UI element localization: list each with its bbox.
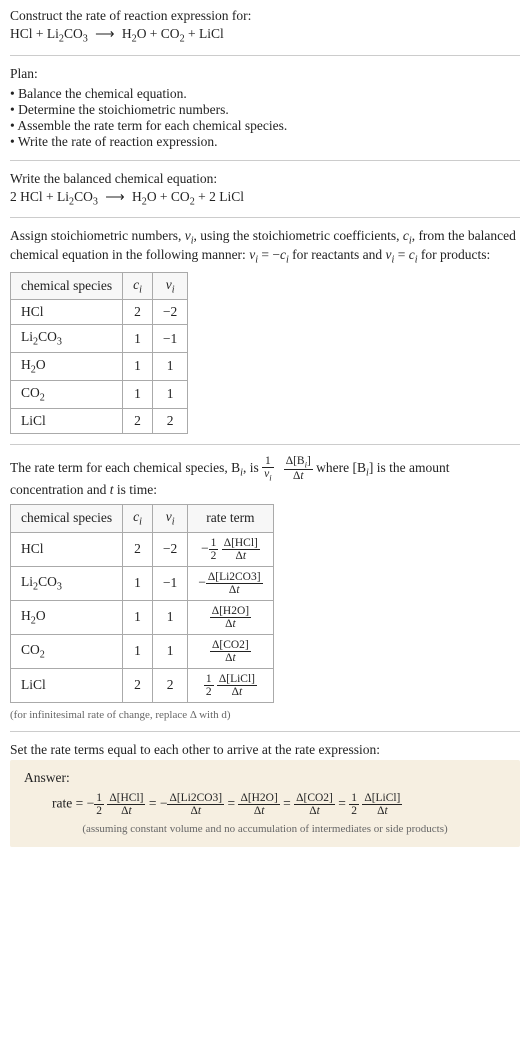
cell-nu: −2 bbox=[152, 300, 187, 325]
stoich-table: chemical species ci νi HCl2−2Li2CO31−1H2… bbox=[10, 272, 188, 434]
arrow-icon: ⟶ bbox=[101, 189, 128, 205]
table-header-row: chemical species ci νi bbox=[11, 272, 188, 300]
balanced: Write the balanced chemical equation: 2 … bbox=[10, 171, 520, 208]
rate-expression: rate = −12 Δ[HCl]Δt = −Δ[Li2CO3]Δt = Δ[H… bbox=[24, 792, 506, 817]
cell-species: CO2 bbox=[11, 380, 123, 408]
table-row: CO211 bbox=[11, 380, 188, 408]
divider bbox=[10, 731, 520, 732]
divider bbox=[10, 55, 520, 56]
col-c: ci bbox=[123, 272, 153, 300]
divider bbox=[10, 160, 520, 161]
cell-species: HCl bbox=[11, 300, 123, 325]
cell-c: 2 bbox=[123, 408, 153, 433]
rate-table: chemical species ci νi rate term HCl2−2−… bbox=[10, 504, 274, 703]
cell-nu: −1 bbox=[152, 566, 187, 600]
cell-species: CO2 bbox=[11, 634, 123, 668]
col-species: chemical species bbox=[11, 504, 123, 532]
cell-species: H2O bbox=[11, 353, 123, 381]
cell-nu: 1 bbox=[152, 353, 187, 381]
cell-nu: 1 bbox=[152, 380, 187, 408]
fraction: Δ[Bi]Δt bbox=[284, 455, 313, 482]
cell-c: 2 bbox=[123, 532, 153, 566]
cell-c: 1 bbox=[123, 600, 153, 634]
assign-text: Assign stoichiometric numbers, νi, using… bbox=[10, 228, 520, 265]
divider bbox=[10, 217, 520, 218]
col-nu: νi bbox=[152, 504, 187, 532]
table-header-row: chemical species ci νi rate term bbox=[11, 504, 274, 532]
cell-rate: Δ[H2O]Δt bbox=[188, 600, 273, 634]
plan-list: Balance the chemical equation. Determine… bbox=[10, 86, 520, 150]
arrow-icon: ⟶ bbox=[91, 26, 118, 42]
balanced-intro: Write the balanced chemical equation: bbox=[10, 171, 520, 187]
cell-nu: −1 bbox=[152, 325, 187, 353]
cell-c: 1 bbox=[123, 380, 153, 408]
table-row: HCl2−2−12 Δ[HCl]Δt bbox=[11, 532, 274, 566]
cell-species: H2O bbox=[11, 600, 123, 634]
cell-rate: 12 Δ[LiCl]Δt bbox=[188, 668, 273, 702]
rateterm-intro: The rate term for each chemical species,… bbox=[10, 455, 520, 498]
plan: Plan: Balance the chemical equation. Det… bbox=[10, 66, 520, 150]
answer-box: Answer: rate = −12 Δ[HCl]Δt = −Δ[Li2CO3]… bbox=[10, 760, 520, 847]
cell-rate: Δ[CO2]Δt bbox=[188, 634, 273, 668]
plan-item: Write the rate of reaction expression. bbox=[10, 134, 520, 150]
cell-rate: −12 Δ[HCl]Δt bbox=[188, 532, 273, 566]
table2-note: (for infinitesimal rate of change, repla… bbox=[10, 709, 520, 721]
table-row: H2O11Δ[H2O]Δt bbox=[11, 600, 274, 634]
cell-species: Li2CO3 bbox=[11, 325, 123, 353]
table-row: LiCl2212 Δ[LiCl]Δt bbox=[11, 668, 274, 702]
fraction: 1νi bbox=[262, 455, 273, 482]
cell-nu: −2 bbox=[152, 532, 187, 566]
cell-c: 2 bbox=[123, 668, 153, 702]
cell-species: Li2CO3 bbox=[11, 566, 123, 600]
prompt-line1: Construct the rate of reaction expressio… bbox=[10, 8, 520, 24]
table-row: LiCl22 bbox=[11, 408, 188, 433]
col-rate: rate term bbox=[188, 504, 273, 532]
plan-item: Assemble the rate term for each chemical… bbox=[10, 118, 520, 134]
table-row: H2O11 bbox=[11, 353, 188, 381]
col-species: chemical species bbox=[11, 272, 123, 300]
table-row: Li2CO31−1 bbox=[11, 325, 188, 353]
prompt: Construct the rate of reaction expressio… bbox=[10, 8, 520, 45]
cell-species: LiCl bbox=[11, 408, 123, 433]
final-intro: Set the rate terms equal to each other t… bbox=[10, 742, 520, 758]
cell-nu: 1 bbox=[152, 600, 187, 634]
answer-assumption: (assuming constant volume and no accumul… bbox=[24, 823, 506, 835]
cell-nu: 2 bbox=[152, 668, 187, 702]
cell-rate: −Δ[Li2CO3]Δt bbox=[188, 566, 273, 600]
balanced-equation: 2 HCl + Li2CO3 ⟶ H2O + CO2 + 2 LiCl bbox=[10, 189, 520, 208]
table-row: Li2CO31−1−Δ[Li2CO3]Δt bbox=[11, 566, 274, 600]
cell-nu: 2 bbox=[152, 408, 187, 433]
cell-c: 1 bbox=[123, 325, 153, 353]
cell-species: HCl bbox=[11, 532, 123, 566]
table-row: CO211Δ[CO2]Δt bbox=[11, 634, 274, 668]
cell-c: 1 bbox=[123, 353, 153, 381]
plan-title: Plan: bbox=[10, 66, 520, 82]
cell-c: 1 bbox=[123, 634, 153, 668]
table-row: HCl2−2 bbox=[11, 300, 188, 325]
cell-species: LiCl bbox=[11, 668, 123, 702]
col-c: ci bbox=[123, 504, 153, 532]
cell-c: 2 bbox=[123, 300, 153, 325]
plan-item: Balance the chemical equation. bbox=[10, 86, 520, 102]
cell-nu: 1 bbox=[152, 634, 187, 668]
cell-c: 1 bbox=[123, 566, 153, 600]
col-nu: νi bbox=[152, 272, 187, 300]
answer-label: Answer: bbox=[24, 770, 506, 786]
divider bbox=[10, 444, 520, 445]
prompt-equation: HCl + Li2CO3 ⟶ H2O + CO2 + LiCl bbox=[10, 26, 520, 45]
plan-item: Determine the stoichiometric numbers. bbox=[10, 102, 520, 118]
